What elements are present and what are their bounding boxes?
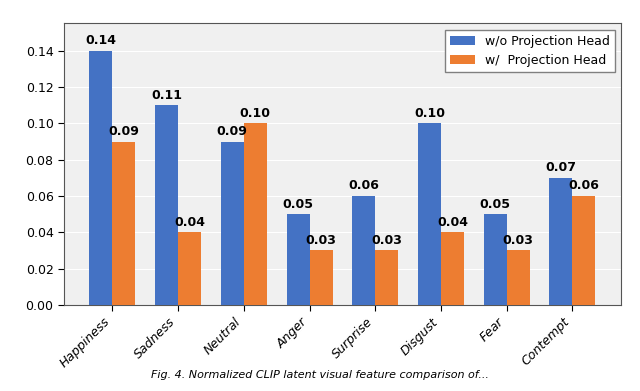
Bar <box>484 214 507 305</box>
Bar <box>441 232 464 305</box>
Text: 0.10: 0.10 <box>414 107 445 120</box>
Bar <box>287 214 310 305</box>
Text: 0.09: 0.09 <box>108 125 140 138</box>
Bar <box>310 251 333 305</box>
Text: 0.11: 0.11 <box>151 88 182 102</box>
Bar <box>155 105 178 305</box>
Bar <box>112 142 135 305</box>
Text: 0.04: 0.04 <box>437 216 468 229</box>
Legend: w/o Projection Head, w/  Projection Head: w/o Projection Head, w/ Projection Head <box>445 30 614 72</box>
Text: 0.05: 0.05 <box>282 197 314 210</box>
Bar <box>178 232 201 305</box>
Bar <box>221 142 244 305</box>
Text: 0.07: 0.07 <box>545 161 577 174</box>
Bar <box>550 178 573 305</box>
Text: 0.05: 0.05 <box>480 197 511 210</box>
Text: 0.04: 0.04 <box>174 216 205 229</box>
Bar <box>244 123 267 305</box>
Text: 0.03: 0.03 <box>503 234 534 247</box>
Text: 0.03: 0.03 <box>371 234 402 247</box>
Text: 0.14: 0.14 <box>85 34 116 47</box>
Text: 0.06: 0.06 <box>568 179 600 192</box>
Bar <box>90 51 112 305</box>
Text: 0.10: 0.10 <box>240 107 271 120</box>
Text: Fig. 4. Normalized CLIP latent visual feature comparison of...: Fig. 4. Normalized CLIP latent visual fe… <box>151 370 489 380</box>
Bar <box>418 123 441 305</box>
Text: 0.06: 0.06 <box>348 179 380 192</box>
Bar <box>573 196 595 305</box>
Text: 0.03: 0.03 <box>305 234 337 247</box>
Bar <box>352 196 375 305</box>
Bar <box>375 251 398 305</box>
Text: 0.09: 0.09 <box>217 125 248 138</box>
Bar <box>507 251 530 305</box>
